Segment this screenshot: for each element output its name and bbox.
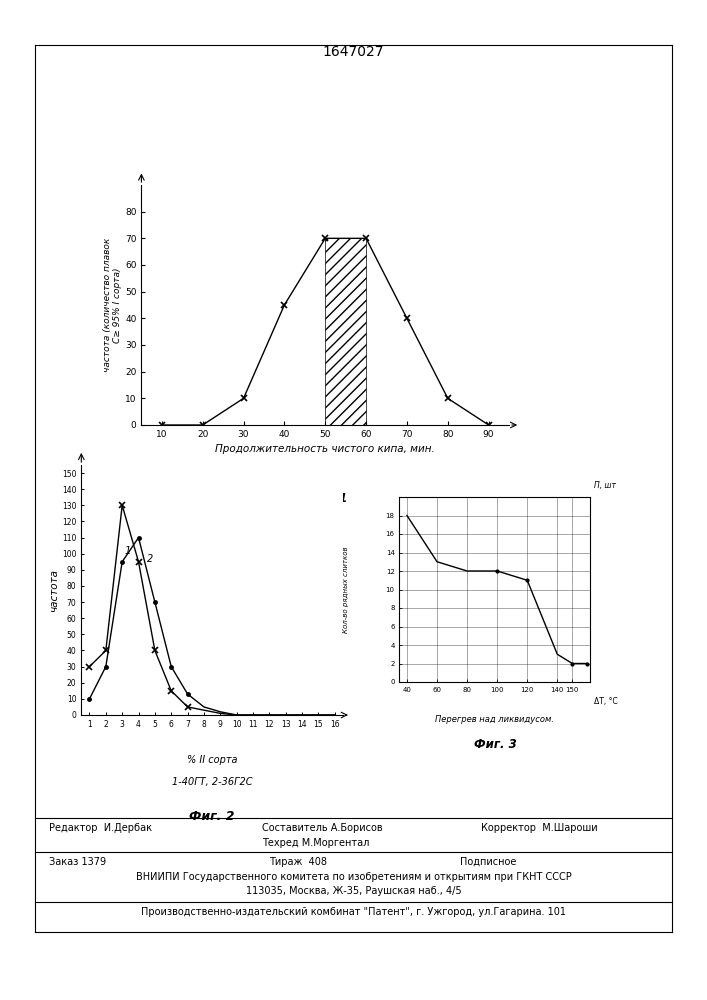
Text: П, шт: П, шт [594, 481, 617, 490]
Text: Фиг. 3: Фиг. 3 [474, 738, 516, 750]
Text: Фиг. 1: Фиг. 1 [303, 492, 348, 505]
Text: 113035, Москва, Ж-35, Раушская наб., 4/5: 113035, Москва, Ж-35, Раушская наб., 4/5 [246, 886, 461, 896]
Text: Корректор  М.Шароши: Корректор М.Шароши [481, 823, 597, 833]
Text: Заказ 1379: Заказ 1379 [49, 857, 107, 867]
Text: ΔТ, °С: ΔТ, °С [594, 697, 618, 706]
Text: Редактор  И.Дербак: Редактор И.Дербак [49, 823, 153, 833]
Text: 2: 2 [147, 554, 153, 564]
Text: Составитель А.Борисов: Составитель А.Борисов [262, 823, 382, 833]
Text: Тираж  408: Тираж 408 [269, 857, 327, 867]
Text: 1: 1 [124, 546, 131, 556]
Text: Кол-во рядных слитков: Кол-во рядных слитков [343, 546, 349, 633]
Text: 1647027: 1647027 [323, 45, 384, 59]
Y-axis label: частота (количество плавок
С≥ 95% I сорта): частота (количество плавок С≥ 95% I сорт… [103, 238, 122, 372]
Text: Подписное: Подписное [460, 857, 516, 867]
Y-axis label: частота: частота [49, 568, 59, 612]
Text: Производственно-издательский комбинат "Патент", г. Ужгород, ул.Гагарина. 101: Производственно-издательский комбинат "П… [141, 907, 566, 917]
Text: % II сорта: % II сорта [187, 755, 238, 765]
Text: Фиг. 2: Фиг. 2 [189, 810, 235, 823]
Polygon shape [325, 238, 366, 425]
X-axis label: Продолжительность чистого кипа, мин.: Продолжительность чистого кипа, мин. [216, 444, 435, 454]
Text: 1-40ГТ, 2-36Г2С: 1-40ГТ, 2-36Г2С [172, 778, 252, 788]
Text: Перегрев над ликвидусом.: Перегрев над ликвидусом. [436, 715, 554, 724]
Text: Техред М.Моргентал: Техред М.Моргентал [262, 838, 369, 848]
Text: ВНИИПИ Государственного комитета по изобретениям и открытиям при ГКНТ СССР: ВНИИПИ Государственного комитета по изоб… [136, 872, 571, 882]
